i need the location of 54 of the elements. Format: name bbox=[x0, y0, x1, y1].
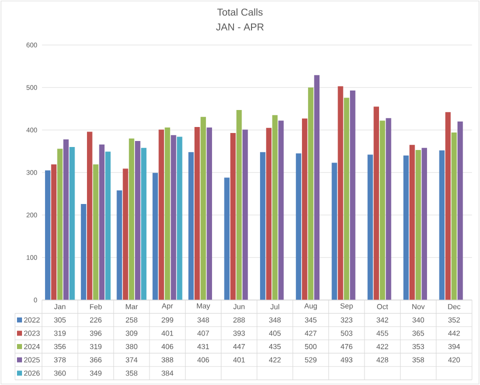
bar bbox=[164, 127, 170, 300]
bar bbox=[403, 156, 409, 300]
bar bbox=[57, 148, 63, 300]
bar bbox=[266, 128, 272, 300]
bar bbox=[439, 150, 445, 300]
bar bbox=[170, 135, 176, 300]
bar bbox=[314, 75, 320, 300]
bar bbox=[230, 132, 236, 300]
bar bbox=[45, 170, 50, 300]
bar bbox=[134, 141, 140, 300]
bar bbox=[332, 162, 338, 300]
bar bbox=[242, 130, 248, 300]
bar bbox=[80, 204, 86, 300]
bar bbox=[206, 127, 212, 300]
bar bbox=[278, 120, 284, 300]
bar bbox=[374, 106, 380, 300]
bar bbox=[445, 112, 451, 300]
bar bbox=[51, 164, 57, 300]
bar bbox=[260, 152, 266, 300]
bar bbox=[86, 132, 92, 300]
bar bbox=[380, 120, 386, 300]
chart-title: Total Calls bbox=[217, 8, 263, 16]
bar bbox=[422, 148, 428, 300]
bar bbox=[99, 144, 105, 300]
bar bbox=[302, 118, 308, 300]
bar bbox=[116, 190, 122, 300]
bar bbox=[69, 147, 75, 300]
bar bbox=[122, 168, 128, 300]
bar bbox=[368, 154, 373, 300]
bar bbox=[451, 132, 457, 300]
bar bbox=[93, 164, 98, 300]
bar bbox=[296, 153, 302, 300]
bar bbox=[128, 138, 134, 300]
bar bbox=[141, 148, 146, 300]
bar bbox=[105, 152, 111, 300]
bar bbox=[338, 86, 344, 300]
bar bbox=[344, 98, 350, 300]
bar bbox=[224, 178, 230, 300]
bar bbox=[63, 139, 69, 300]
bar bbox=[409, 144, 415, 300]
bar bbox=[457, 122, 463, 300]
bar bbox=[236, 110, 242, 300]
bar bbox=[188, 152, 194, 300]
bar bbox=[386, 118, 392, 300]
bar bbox=[194, 127, 200, 300]
bar bbox=[176, 136, 182, 300]
bar bbox=[416, 150, 421, 300]
bar bbox=[152, 172, 158, 300]
bar bbox=[350, 90, 356, 300]
bar bbox=[158, 130, 164, 300]
bar bbox=[272, 115, 278, 300]
chart-subtitle: JAN - APR bbox=[216, 24, 264, 30]
bar bbox=[200, 116, 206, 300]
bar bbox=[308, 88, 314, 300]
